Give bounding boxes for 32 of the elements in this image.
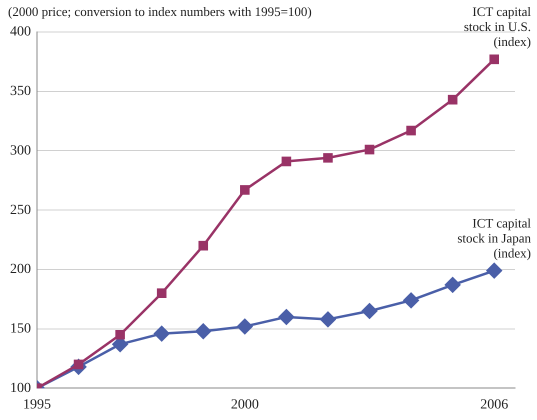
point [278, 309, 294, 325]
y-tick-label: 150 [10, 322, 31, 337]
y-tick-label: 400 [10, 24, 31, 40]
y-tick-label: 100 [10, 380, 31, 396]
point [323, 153, 333, 163]
point [444, 277, 460, 293]
point [282, 156, 292, 166]
point [154, 326, 170, 342]
y-tick-label: 350 [10, 84, 31, 100]
series-label: ICT capital stock in Japan (index) [457, 216, 532, 261]
point [448, 94, 458, 104]
point [362, 303, 378, 319]
text: (2000 price; conversion to index numbers with 1995=100) [8, 4, 312, 19]
x-tick-label: 2006 [480, 397, 508, 412]
y-tick-label: 250 [10, 202, 31, 218]
y-tick-label: 200 [10, 262, 31, 278]
point [115, 330, 125, 340]
point [320, 312, 336, 328]
x-tick-label: 2000 [230, 397, 259, 412]
point [364, 144, 374, 154]
point [486, 262, 502, 278]
point [156, 288, 166, 298]
y-tick-label: 300 [10, 143, 31, 158]
point [240, 185, 250, 195]
x-tick-label: 1995 [23, 397, 51, 412]
point [403, 292, 419, 308]
point [489, 54, 500, 64]
point [198, 240, 208, 251]
point [406, 126, 416, 136]
point [196, 323, 212, 339]
point [237, 318, 253, 334]
text: ICT capital stock in U.S. (index) [464, 4, 532, 50]
